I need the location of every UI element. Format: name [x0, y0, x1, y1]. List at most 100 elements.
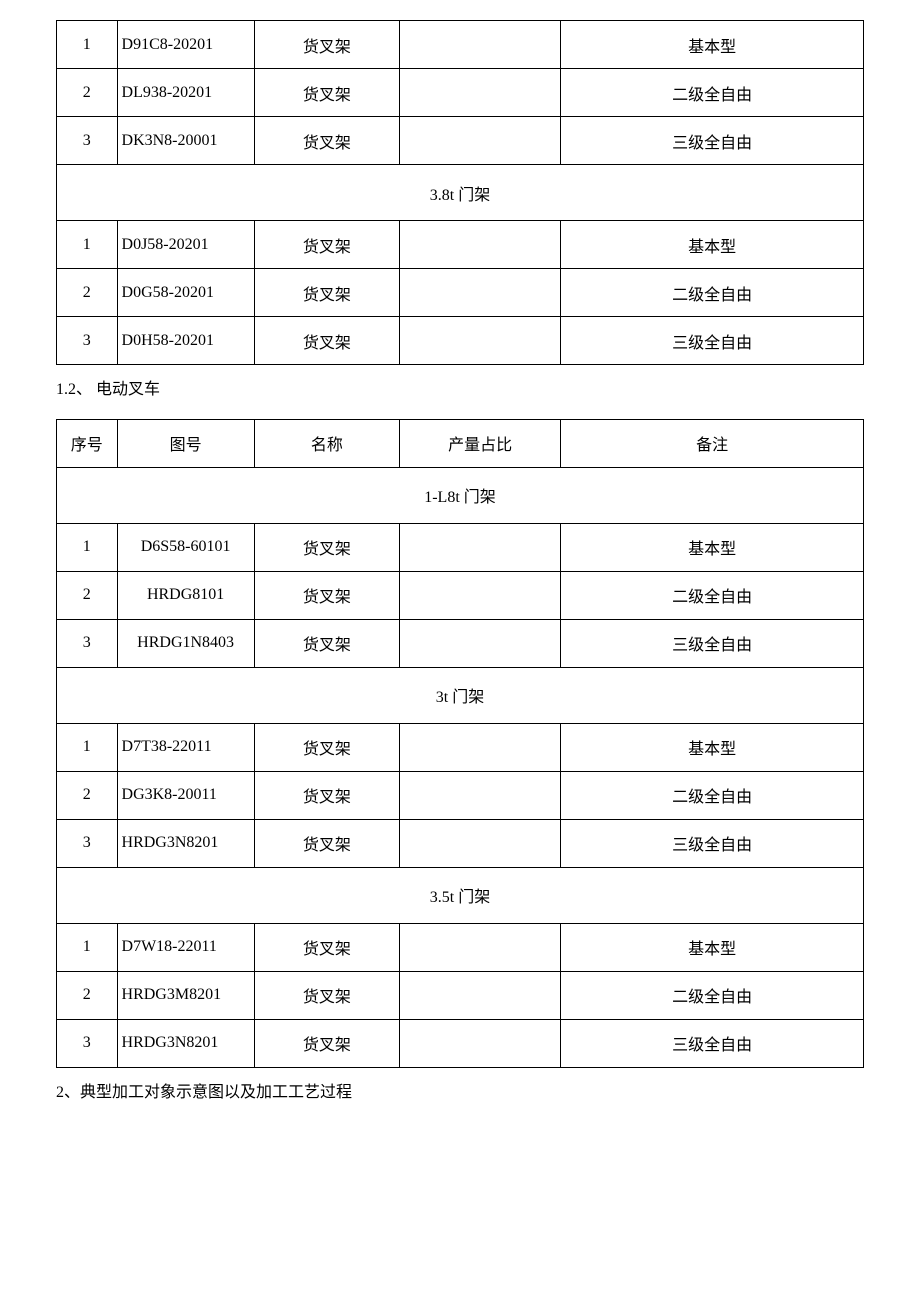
th-ratio: 产量占比	[399, 419, 560, 467]
cell-name: 货叉架	[254, 317, 399, 365]
cell-num: 2	[57, 69, 118, 117]
cell-ratio	[399, 819, 560, 867]
cell-name: 货叉架	[254, 1019, 399, 1067]
table-2: 序号 图号 名称 产量占比 备注 1-L8t 门架 1 D6S58-60101 …	[56, 419, 864, 1068]
cell-ratio	[399, 971, 560, 1019]
cell-code: DL938-20201	[117, 69, 254, 117]
cell-ratio	[399, 269, 560, 317]
table-row: 3 DK3N8-20001 货叉架 三级全自由	[57, 117, 864, 165]
cell-num: 1	[57, 723, 118, 771]
cell-ratio	[399, 523, 560, 571]
cell-ratio	[399, 923, 560, 971]
section-title: 3.8t 门架	[57, 165, 864, 221]
table-row: 1 D91C8-20201 货叉架 基本型	[57, 21, 864, 69]
cell-ratio	[399, 771, 560, 819]
cell-ratio	[399, 723, 560, 771]
cell-name: 货叉架	[254, 819, 399, 867]
cell-code: D91C8-20201	[117, 21, 254, 69]
cell-num: 1	[57, 21, 118, 69]
cell-code: D0G58-20201	[117, 269, 254, 317]
th-name: 名称	[254, 419, 399, 467]
table-1: 1 D91C8-20201 货叉架 基本型 2 DL938-20201 货叉架 …	[56, 20, 864, 365]
section-title: 3.5t 门架	[57, 867, 864, 923]
th-num: 序号	[57, 419, 118, 467]
cell-name: 货叉架	[254, 221, 399, 269]
cell-note: 三级全自由	[561, 117, 864, 165]
section-title: 3t 门架	[57, 667, 864, 723]
table-row: 1 D6S58-60101 货叉架 基本型	[57, 523, 864, 571]
cell-name: 货叉架	[254, 21, 399, 69]
cell-name: 货叉架	[254, 923, 399, 971]
section-row: 3.8t 门架	[57, 165, 864, 221]
cell-name: 货叉架	[254, 571, 399, 619]
cell-code: DG3K8-20011	[117, 771, 254, 819]
cell-num: 3	[57, 117, 118, 165]
cell-name: 货叉架	[254, 723, 399, 771]
cell-note: 三级全自由	[561, 619, 864, 667]
cell-code: D7T38-22011	[117, 723, 254, 771]
cell-num: 3	[57, 819, 118, 867]
cell-num: 2	[57, 269, 118, 317]
cell-name: 货叉架	[254, 117, 399, 165]
cell-num: 3	[57, 317, 118, 365]
cell-note: 二级全自由	[561, 971, 864, 1019]
table-row: 2 DL938-20201 货叉架 二级全自由	[57, 69, 864, 117]
th-code: 图号	[117, 419, 254, 467]
cell-ratio	[399, 221, 560, 269]
cell-note: 二级全自由	[561, 269, 864, 317]
cell-ratio	[399, 117, 560, 165]
cell-note: 二级全自由	[561, 571, 864, 619]
cell-note: 三级全自由	[561, 317, 864, 365]
cell-ratio	[399, 1019, 560, 1067]
table-row: 3 D0H58-20201 货叉架 三级全自由	[57, 317, 864, 365]
section-title: 1-L8t 门架	[57, 467, 864, 523]
cell-note: 三级全自由	[561, 1019, 864, 1067]
cell-num: 3	[57, 1019, 118, 1067]
cell-ratio	[399, 69, 560, 117]
cell-name: 货叉架	[254, 523, 399, 571]
table-row: 2 D0G58-20201 货叉架 二级全自由	[57, 269, 864, 317]
cell-code: HRDG3M8201	[117, 971, 254, 1019]
table-row: 2 HRDG3M8201 货叉架 二级全自由	[57, 971, 864, 1019]
heading-2: 2、典型加工对象示意图以及加工工艺过程	[56, 1080, 864, 1106]
cell-name: 货叉架	[254, 771, 399, 819]
cell-name: 货叉架	[254, 971, 399, 1019]
cell-note: 基本型	[561, 221, 864, 269]
cell-note: 基本型	[561, 723, 864, 771]
cell-note: 基本型	[561, 21, 864, 69]
cell-note: 二级全自由	[561, 771, 864, 819]
cell-code: HRDG8101	[117, 571, 254, 619]
section-row: 1-L8t 门架	[57, 467, 864, 523]
table-row: 2 DG3K8-20011 货叉架 二级全自由	[57, 771, 864, 819]
cell-ratio	[399, 571, 560, 619]
cell-num: 2	[57, 571, 118, 619]
cell-name: 货叉架	[254, 269, 399, 317]
cell-note: 基本型	[561, 923, 864, 971]
cell-code: HRDG3N8201	[117, 819, 254, 867]
cell-note: 基本型	[561, 523, 864, 571]
cell-num: 2	[57, 971, 118, 1019]
cell-code: HRDG1N8403	[117, 619, 254, 667]
table-header-row: 序号 图号 名称 产量占比 备注	[57, 419, 864, 467]
cell-name: 货叉架	[254, 69, 399, 117]
cell-ratio	[399, 619, 560, 667]
table-row: 1 D0J58-20201 货叉架 基本型	[57, 221, 864, 269]
cell-num: 1	[57, 523, 118, 571]
heading-1-2: 1.2、 电动叉车	[56, 377, 864, 403]
cell-code: HRDG3N8201	[117, 1019, 254, 1067]
cell-code: DK3N8-20001	[117, 117, 254, 165]
cell-num: 2	[57, 771, 118, 819]
cell-num: 1	[57, 221, 118, 269]
cell-ratio	[399, 317, 560, 365]
cell-name: 货叉架	[254, 619, 399, 667]
table-row: 3 HRDG3N8201 货叉架 三级全自由	[57, 819, 864, 867]
cell-code: D0J58-20201	[117, 221, 254, 269]
section-row: 3t 门架	[57, 667, 864, 723]
cell-num: 3	[57, 619, 118, 667]
section-row: 3.5t 门架	[57, 867, 864, 923]
table-row: 1 D7W18-22011 货叉架 基本型	[57, 923, 864, 971]
table-row: 3 HRDG3N8201 货叉架 三级全自由	[57, 1019, 864, 1067]
cell-code: D6S58-60101	[117, 523, 254, 571]
table-row: 2 HRDG8101 货叉架 二级全自由	[57, 571, 864, 619]
table-row: 1 D7T38-22011 货叉架 基本型	[57, 723, 864, 771]
